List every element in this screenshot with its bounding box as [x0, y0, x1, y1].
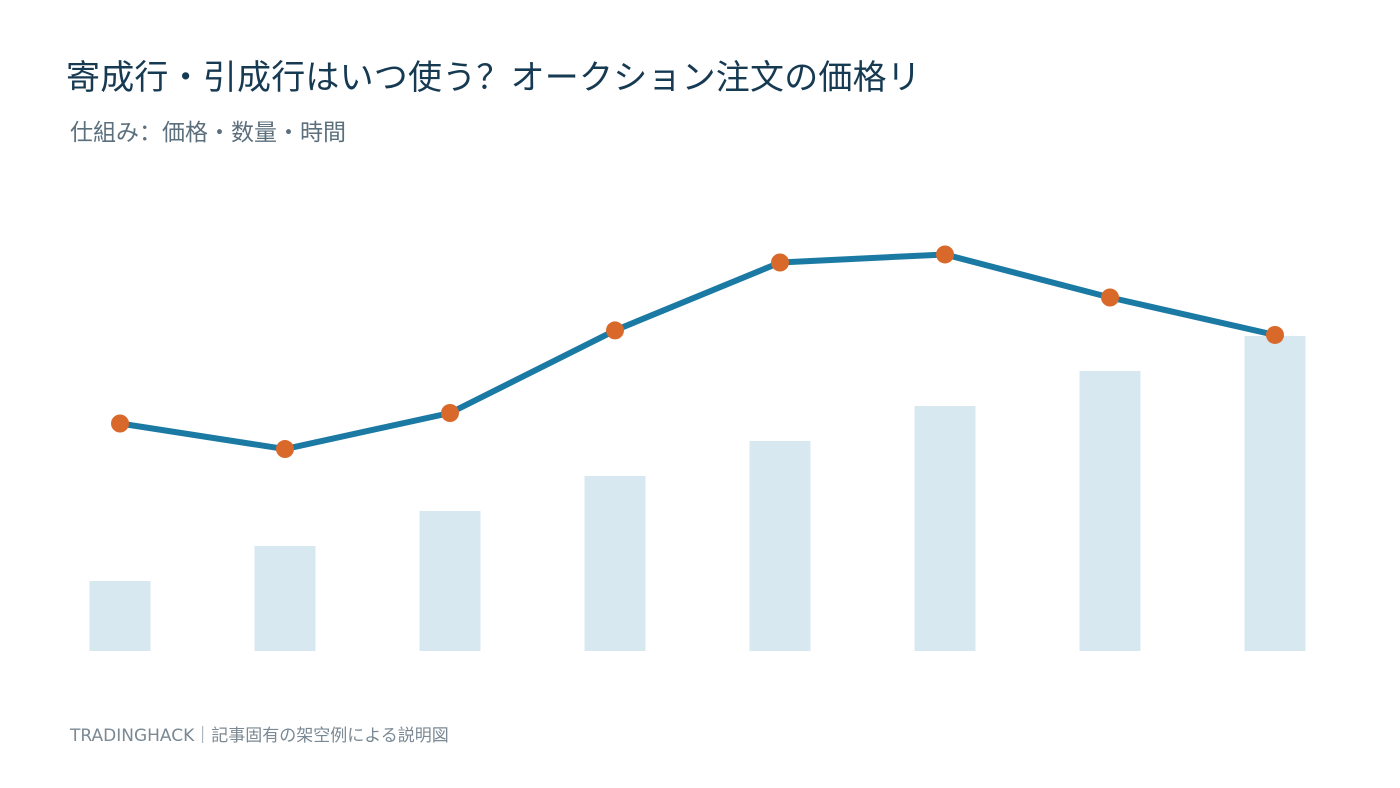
bar-8	[1244, 336, 1306, 651]
line-point-7	[1101, 288, 1119, 307]
chart-subtitle: 仕組み：価格・数量・時間	[70, 120, 346, 146]
line-point-5	[771, 253, 789, 272]
line-point-8	[1266, 325, 1284, 344]
source-note: TRADINGHACK｜記事固有の架空例による説明図	[70, 726, 449, 746]
bar-7	[1079, 371, 1141, 651]
bar-6	[914, 406, 976, 651]
bar-series	[89, 336, 1306, 651]
chart-title: 寄成行・引成行はいつ使う？オークション注文の価格リ	[66, 58, 921, 98]
bar-4	[584, 476, 646, 651]
line-point-1	[111, 414, 129, 433]
bar-1	[89, 581, 151, 651]
line-point-3	[441, 404, 459, 422]
line-point-6	[936, 245, 954, 264]
bar-2	[254, 546, 316, 651]
bar-3	[419, 511, 481, 651]
line-series	[117, 251, 1278, 453]
line-point-4	[606, 321, 624, 340]
line-point-2	[276, 440, 294, 459]
bar-5	[749, 441, 811, 651]
